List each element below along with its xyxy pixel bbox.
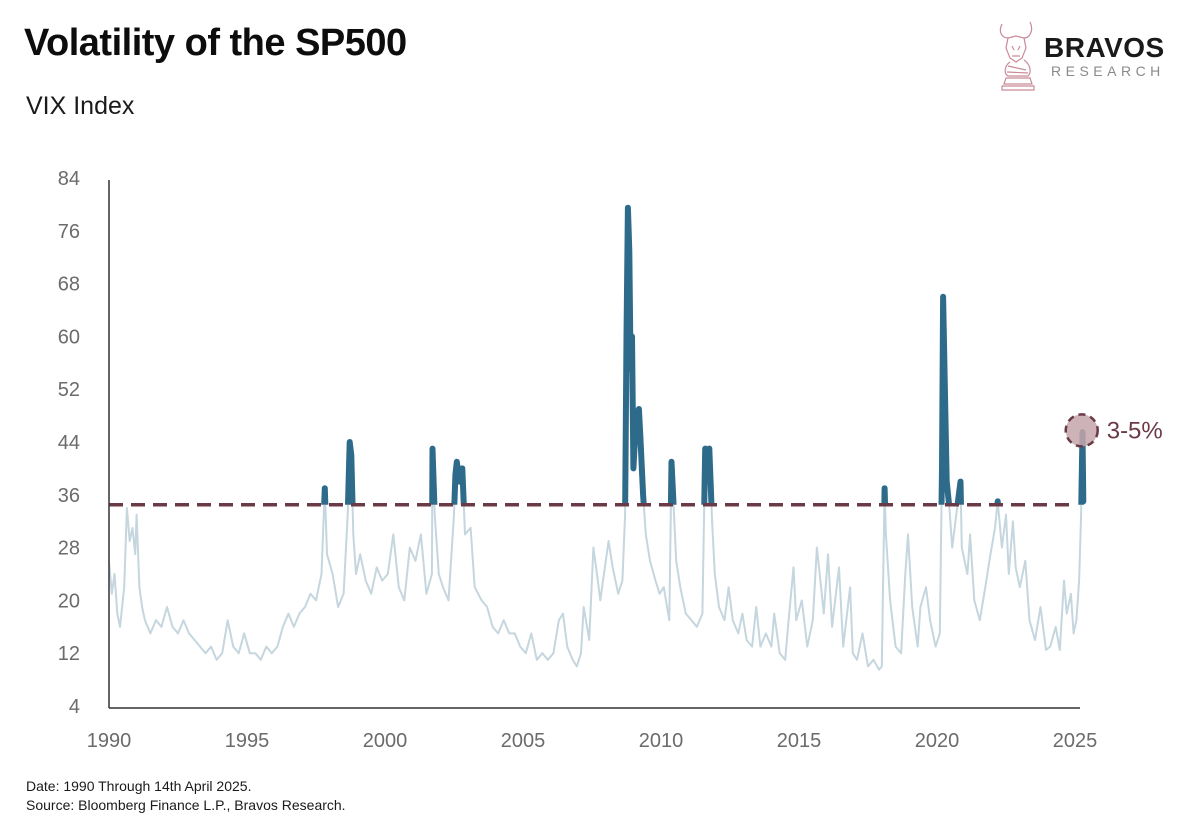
y-tick-label: 52 <box>58 379 80 401</box>
x-tick-label: 1995 <box>225 730 270 752</box>
y-tick-label: 76 <box>58 221 80 243</box>
y-axis-ticks: 4 12 20 28 36 44 52 60 68 76 84 <box>58 168 80 718</box>
x-tick-label: 2015 <box>777 730 822 752</box>
x-tick-label: 1990 <box>87 730 132 752</box>
chart-subtitle: VIX Index <box>26 92 135 120</box>
x-tick-label: 2010 <box>639 730 684 752</box>
source-note: Source: Bloomberg Finance L.P., Bravos R… <box>26 797 346 813</box>
logo-subtitle: RESEARCH <box>1051 63 1165 79</box>
vix-line-below-threshold <box>108 504 1083 671</box>
y-tick-label: 68 <box>58 274 80 296</box>
x-tick-label: 2005 <box>501 730 546 752</box>
x-tick-label: 2020 <box>915 730 960 752</box>
bull-chess-knight-icon <box>999 21 1035 91</box>
vix-line-above-threshold <box>321 204 1087 505</box>
y-tick-label: 60 <box>58 326 80 348</box>
x-tick-label: 2025 <box>1053 730 1098 752</box>
y-tick-label: 20 <box>58 590 80 612</box>
y-tick-label: 28 <box>58 538 80 560</box>
logo-wordmark: BRAVOS <box>1044 32 1165 63</box>
y-tick-label: 36 <box>58 485 80 507</box>
chart-title: Volatility of the SP500 <box>24 22 407 64</box>
y-tick-label: 4 <box>69 696 80 718</box>
y-tick-label: 12 <box>58 643 80 665</box>
y-tick-label: 84 <box>58 168 80 190</box>
annotation-label: 3-5% <box>1107 417 1163 444</box>
brand-logo: BRAVOS RESEARCH <box>992 18 1172 92</box>
x-tick-label: 2000 <box>363 730 408 752</box>
chart-footer: Date: 1990 Through 14th April 2025. Sour… <box>26 777 346 815</box>
current-value-marker <box>1064 413 1099 448</box>
y-tick-label: 44 <box>58 432 80 454</box>
date-note: Date: 1990 Through 14th April 2025. <box>26 778 252 794</box>
x-axis-ticks: 1990 1995 2000 2005 2010 2015 2020 2025 <box>87 730 1098 752</box>
